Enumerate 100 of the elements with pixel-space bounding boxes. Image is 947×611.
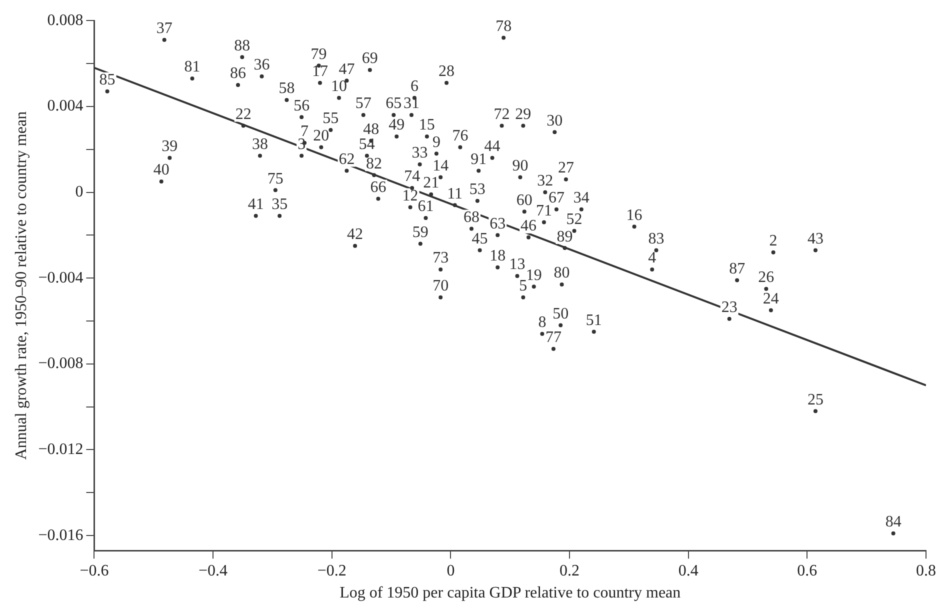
annotation: 89 (556, 228, 573, 246)
y-tick-label: −0.004 (38, 269, 84, 286)
x-tick-label: 0.4 (678, 562, 698, 580)
annotation: 46 (520, 218, 537, 235)
annotation: 35 (272, 196, 288, 214)
annotation: 86 (230, 65, 246, 82)
annotation: 23 (721, 299, 738, 316)
annotation: 15 (418, 116, 435, 134)
annotation: 36 (254, 56, 270, 74)
x-tick-label: 0 (446, 562, 455, 580)
annotation: 61 (418, 198, 434, 216)
annotation: 14 (432, 157, 449, 174)
annotation: 59 (412, 224, 428, 241)
annotation: 50 (552, 306, 569, 322)
annotation: 13 (509, 256, 526, 274)
annotation: 38 (252, 136, 268, 153)
annotation: 39 (162, 138, 178, 156)
annotation: 82 (366, 155, 382, 172)
annotation: 74 (404, 168, 420, 186)
annotation: 4 (648, 250, 656, 267)
annotation: 33 (412, 144, 428, 162)
annotation: 12 (402, 187, 418, 204)
annotation: 45 (472, 230, 488, 248)
x-tick-label: 0.2 (560, 562, 580, 580)
annotation: 75 (267, 170, 284, 188)
annotation: 62 (338, 151, 355, 168)
y-tick-label: 0.008 (47, 12, 84, 29)
y-tick-label: 0.004 (47, 98, 84, 115)
annotation: 30 (546, 112, 563, 130)
x-tick-label: 0.6 (797, 562, 818, 580)
annotation: 43 (807, 230, 824, 248)
annotation: 78 (496, 18, 512, 35)
annotation: 25 (807, 391, 824, 408)
annotation: 68 (463, 208, 480, 226)
annotation: 79 (310, 46, 327, 63)
annotation: 27 (558, 160, 574, 177)
x-tick-label: −0.2 (317, 562, 346, 580)
y-tick-label: −0.016 (38, 526, 84, 544)
y-tick-label: −0.008 (38, 355, 84, 372)
annotation: 49 (388, 116, 405, 134)
x-tick-label: −0.4 (198, 562, 228, 580)
annotation: 26 (758, 269, 774, 286)
annotation: 51 (586, 312, 602, 329)
annotation: 28 (438, 63, 455, 80)
annotation: 21 (423, 174, 440, 192)
annotation: 19 (526, 266, 542, 284)
x-tick-label: 0.8 (916, 562, 936, 580)
annotation: 60 (516, 192, 532, 209)
annotation: 84 (885, 514, 902, 531)
annotation: 90 (512, 157, 528, 174)
annotation: 16 (626, 206, 642, 224)
annotation: 88 (234, 37, 250, 54)
annotation: 85 (99, 72, 116, 89)
annotation: 69 (362, 50, 378, 68)
annotation: 10 (331, 78, 348, 96)
annotation: 42 (347, 226, 364, 244)
annotation: 18 (490, 248, 506, 265)
annotation: 9 (432, 134, 440, 151)
annotation: 29 (515, 106, 532, 123)
annotation: 87 (729, 260, 746, 278)
annotation: 66 (370, 178, 386, 196)
annotation: 44 (484, 138, 500, 156)
annotation: 63 (490, 215, 506, 232)
annotation: 57 (355, 95, 372, 112)
annotation: 52 (566, 211, 582, 228)
annotation: 58 (278, 80, 295, 98)
annotation: 34 (573, 190, 590, 207)
annotation: 17 (312, 63, 328, 80)
annotation: 20 (313, 127, 330, 144)
annotation: 73 (432, 250, 449, 267)
y-tick-label: −0.012 (38, 440, 84, 458)
annotation: 47 (338, 60, 355, 78)
annotation: 77 (545, 329, 562, 346)
y-axis-title: Annual growth rate, 1950–90 relative to country mean (12, 111, 30, 460)
annotation: 41 (248, 196, 264, 214)
annotation: 83 (648, 230, 664, 248)
annotation: 70 (432, 278, 449, 295)
annotation: 91 (470, 151, 487, 168)
y-tick-label: 0 (75, 183, 84, 200)
annotation: 76 (452, 127, 468, 144)
annotation: 55 (322, 110, 339, 128)
annotation: 72 (494, 106, 510, 123)
annotation: 81 (184, 58, 200, 76)
annotation: 2 (769, 232, 778, 250)
annotation: 5 (519, 278, 528, 295)
annotation: 32 (537, 172, 554, 190)
x-axis-title: Log of 1950 per capita GDP relative to country mean (340, 584, 681, 602)
annotation: 11 (447, 185, 463, 202)
annotation: 6 (410, 78, 418, 96)
annotation: 80 (554, 264, 570, 282)
annotation: 24 (762, 290, 779, 308)
annotation: 65 (386, 95, 402, 112)
annotation: 56 (294, 97, 310, 114)
annotation: 48 (363, 120, 380, 138)
annotation: 22 (235, 106, 252, 123)
x-tick-label: −0.6 (80, 562, 109, 580)
annotation: 37 (156, 20, 172, 38)
annotation: 8 (538, 314, 546, 332)
annotation: 40 (153, 162, 170, 179)
annotation: 53 (469, 181, 486, 198)
